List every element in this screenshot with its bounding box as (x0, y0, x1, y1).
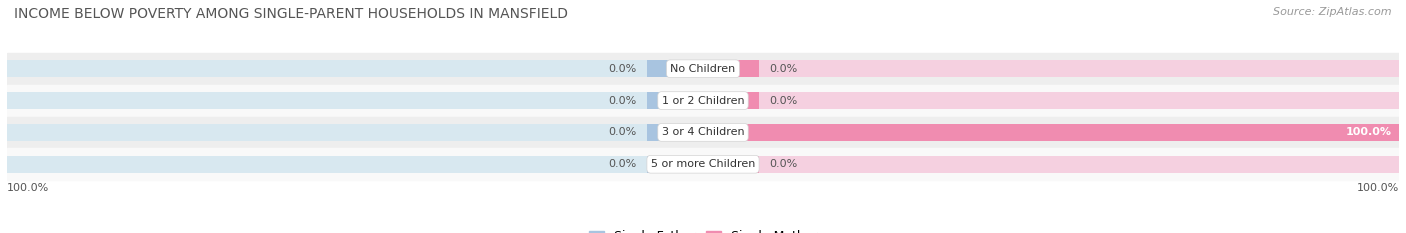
Bar (647, 61, 703, 77)
Text: 0.0%: 0.0% (769, 64, 797, 74)
Text: 0.0%: 0.0% (609, 96, 637, 106)
Bar (703, 124, 1399, 141)
Bar (703, 92, 759, 109)
Bar (703, 156, 759, 172)
Text: 0.0%: 0.0% (609, 159, 637, 169)
Text: 0.0%: 0.0% (609, 127, 637, 137)
Text: 0.0%: 0.0% (769, 96, 797, 106)
Bar (7, 61, 703, 77)
Text: 5 or more Children: 5 or more Children (651, 159, 755, 169)
Bar (703, 124, 1399, 141)
Text: 0.0%: 0.0% (769, 159, 797, 169)
Text: Source: ZipAtlas.com: Source: ZipAtlas.com (1274, 7, 1392, 17)
Bar (703, 92, 1399, 109)
Bar (7, 148, 1399, 180)
Bar (703, 156, 1399, 172)
Bar (647, 92, 703, 109)
Text: No Children: No Children (671, 64, 735, 74)
Text: 0.0%: 0.0% (609, 64, 637, 74)
Text: 100.0%: 100.0% (7, 183, 49, 193)
Bar (703, 61, 759, 77)
Bar (7, 85, 1399, 116)
Text: 1 or 2 Children: 1 or 2 Children (662, 96, 744, 106)
Bar (7, 124, 703, 141)
Bar (7, 156, 703, 172)
Bar (7, 53, 1399, 85)
Bar (703, 61, 1399, 77)
Text: 3 or 4 Children: 3 or 4 Children (662, 127, 744, 137)
Legend: Single Father, Single Mother: Single Father, Single Mother (589, 230, 817, 233)
Bar (7, 116, 1399, 148)
Bar (647, 124, 703, 141)
Bar (647, 156, 703, 172)
Text: INCOME BELOW POVERTY AMONG SINGLE-PARENT HOUSEHOLDS IN MANSFIELD: INCOME BELOW POVERTY AMONG SINGLE-PARENT… (14, 7, 568, 21)
Bar (7, 92, 703, 109)
Text: 100.0%: 100.0% (1357, 183, 1399, 193)
Text: 100.0%: 100.0% (1346, 127, 1392, 137)
